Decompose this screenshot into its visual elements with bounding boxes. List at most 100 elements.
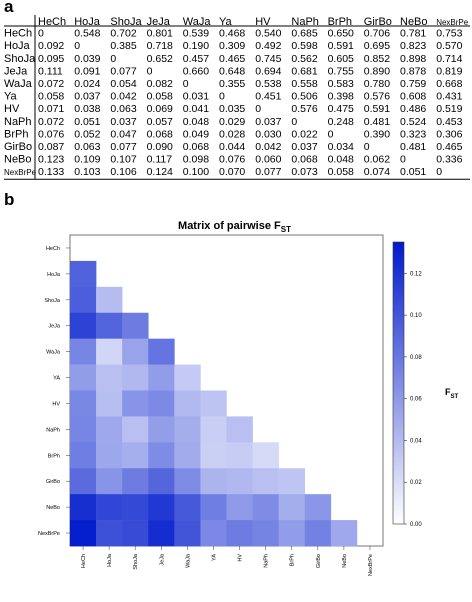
table-cell: 0.106 <box>110 166 136 178</box>
table-cell: 0.034 <box>328 141 354 153</box>
table-cell: 0.548 <box>74 28 100 40</box>
table-cell: 0.091 <box>74 65 100 77</box>
colorbar-tick-label: 0.06 <box>410 397 422 403</box>
table-cell: 0.068 <box>183 141 209 153</box>
heatmap-cell <box>200 390 227 417</box>
heatmap-cell <box>148 364 175 391</box>
table-cell: 0.076 <box>38 128 64 140</box>
heatmap-cell <box>122 338 149 365</box>
table-cell: 0.524 <box>400 116 426 128</box>
heatmap-cell <box>70 390 97 417</box>
table-cell: 0 <box>110 53 116 65</box>
colorbar-tick-label: 0.04 <box>410 438 422 444</box>
table-cell: 0.451 <box>255 91 281 103</box>
heatmap-cell <box>70 494 97 521</box>
table-cell: 0.024 <box>74 78 100 90</box>
table-cell: 0.077 <box>110 141 136 153</box>
table-cell: 0.819 <box>436 65 462 77</box>
table-cell: 0.087 <box>38 141 64 153</box>
colorbar-tick-label: 0.02 <box>410 480 422 486</box>
table-cell: 0.073 <box>291 166 317 178</box>
table-cell: 0.037 <box>255 116 281 128</box>
table-cell: 0.103 <box>74 166 100 178</box>
table-cell: 0.323 <box>400 128 426 140</box>
table-cell: 0.481 <box>400 141 426 153</box>
table-row-label: NeBo <box>4 154 32 166</box>
heatmap-cell <box>148 468 175 495</box>
table-cell: 0.058 <box>328 166 354 178</box>
table-cell: 0.070 <box>219 166 245 178</box>
table-cell: 0.398 <box>328 91 354 103</box>
table-cell: 0.660 <box>183 65 209 77</box>
colorbar-tick-label: 0.12 <box>410 271 422 277</box>
table-cell: 0 <box>364 141 370 153</box>
table-column-header: HV <box>255 16 271 28</box>
heatmap-cell <box>96 468 123 495</box>
table-cell: 0.090 <box>147 141 173 153</box>
table-cell: 0.058 <box>38 91 64 103</box>
heatmap-cell <box>70 520 97 547</box>
table-cell: 0 <box>74 40 80 52</box>
table-cell: 0.519 <box>436 103 462 115</box>
heatmap-cell <box>148 416 175 443</box>
table-cell: 0.037 <box>110 116 136 128</box>
table-cell: 0.702 <box>110 28 136 40</box>
table-cell: 0.047 <box>110 128 136 140</box>
fst-heatmap-chart: Matrix of pairwise FST HeCh HoJa ShoJa JeJa W… <box>0 215 472 597</box>
table-cell: 0.506 <box>291 91 317 103</box>
table-cell: 0.755 <box>328 65 354 77</box>
table-cell: 0.823 <box>400 40 426 52</box>
table-cell: 0.100 <box>183 166 209 178</box>
x-tick-label: JeJa <box>159 553 165 566</box>
table-cell: 0.336 <box>436 154 462 166</box>
table-row-label: HeCh <box>4 28 32 40</box>
x-tick-label: NeBo <box>342 554 348 568</box>
heatmap-cell <box>200 468 227 495</box>
y-tick-label: HeCh <box>46 246 60 252</box>
table-cell: 0.355 <box>219 78 245 90</box>
heatmap-cell <box>70 312 97 339</box>
table-cell: 0.098 <box>183 154 209 166</box>
table-row-label: GirBo <box>4 141 32 153</box>
table-cell: 0.048 <box>328 154 354 166</box>
table-cell: 0.037 <box>291 141 317 153</box>
table-cell: 0.058 <box>147 91 173 103</box>
heatmap-cell <box>96 390 123 417</box>
table-cell: 0.039 <box>74 53 100 65</box>
table-cell: 0.054 <box>110 78 136 90</box>
table-cell: 0 <box>183 78 189 90</box>
heatmap-cell <box>278 494 306 521</box>
table-cell: 0.082 <box>147 78 173 90</box>
table-cell: 0.109 <box>74 154 100 166</box>
heatmap-cell <box>96 494 123 521</box>
colorbar-tick-label: 0.08 <box>410 355 422 361</box>
y-tick-label: NexBrPe <box>38 531 60 537</box>
table-cell: 0.878 <box>400 65 426 77</box>
table-column-header: NexBrPe <box>436 18 469 27</box>
table-cell: 0.069 <box>147 103 173 115</box>
heatmap-cell <box>70 286 97 314</box>
table-row-label: NexBrPe <box>4 168 37 177</box>
table-cell: 0.031 <box>183 91 209 103</box>
table-cell: 0 <box>255 103 261 115</box>
table-row-label: BrPh <box>4 128 28 140</box>
heatmap-cell <box>330 520 358 547</box>
heatmap-cell <box>200 416 227 443</box>
x-tick-label: WaJa <box>185 553 191 568</box>
y-tick-label: WaJa <box>46 350 61 356</box>
table-cell: 0.038 <box>74 103 100 115</box>
table-cell: 0.042 <box>110 91 136 103</box>
table-column-header: JeJa <box>147 16 171 28</box>
table-cell: 0.576 <box>291 103 317 115</box>
heatmap-cell <box>70 338 97 365</box>
table-cell: 0.539 <box>183 28 209 40</box>
heatmap-cell <box>252 468 279 495</box>
table-row-label: NaPh <box>4 116 32 128</box>
table-cell: 0 <box>38 28 44 40</box>
colorbar <box>392 241 405 525</box>
table-row-label: ShoJa <box>4 53 36 65</box>
table-cell: 0.049 <box>183 128 209 140</box>
x-tick-label: NaPh <box>264 554 270 568</box>
x-tick-label: HV <box>238 554 244 562</box>
table-cell: 0.022 <box>291 128 317 140</box>
